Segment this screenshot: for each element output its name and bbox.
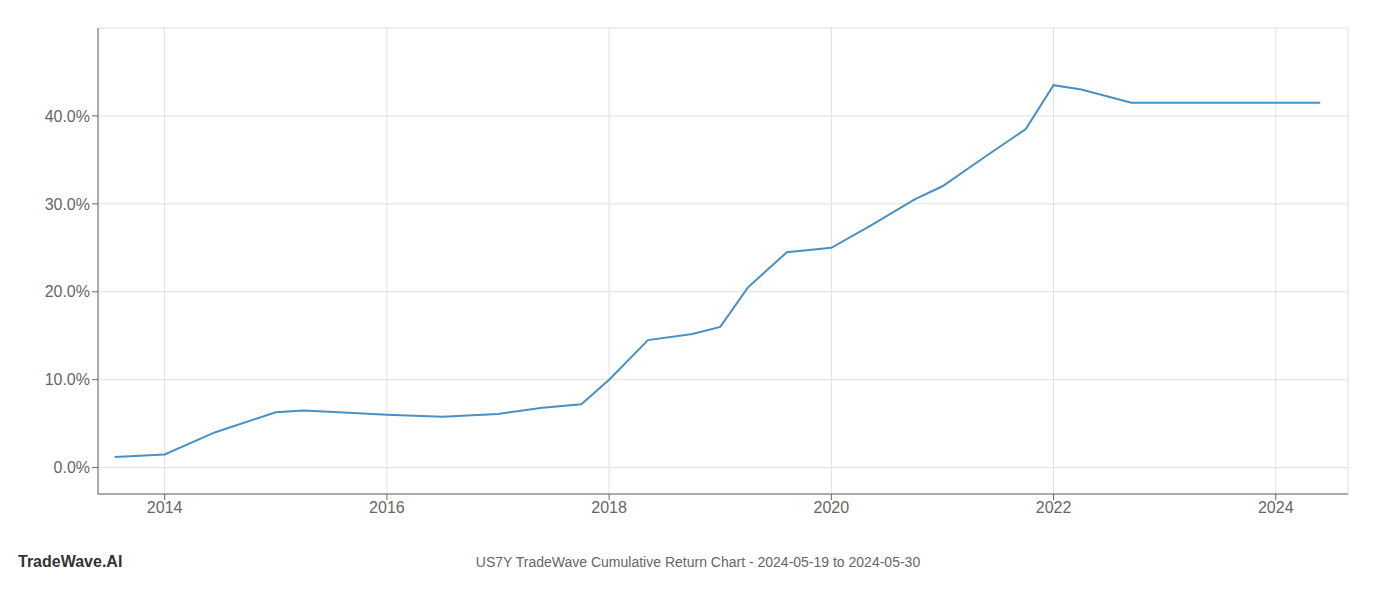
svg-text:2016: 2016 xyxy=(369,499,405,516)
html-text:US7Y TradeWave Cumulative Retu: US7Y TradeWave Cumulative Return Chart -… xyxy=(475,554,921,570)
svg-text:10.0%: 10.0% xyxy=(45,371,90,388)
svg-text:0.0%: 0.0% xyxy=(54,459,90,476)
html-text:TradeWave.AI: TradeWave.AI xyxy=(18,553,123,570)
svg-text:2014: 2014 xyxy=(147,499,183,516)
svg-text:2024: 2024 xyxy=(1258,499,1294,516)
svg-text:20.0%: 20.0% xyxy=(45,283,90,300)
svg-text:2018: 2018 xyxy=(591,499,627,516)
svg-text:2022: 2022 xyxy=(1036,499,1072,516)
svg-text:40.0%: 40.0% xyxy=(45,108,90,125)
svg-text:30.0%: 30.0% xyxy=(45,196,90,213)
svg-text:2020: 2020 xyxy=(814,499,850,516)
